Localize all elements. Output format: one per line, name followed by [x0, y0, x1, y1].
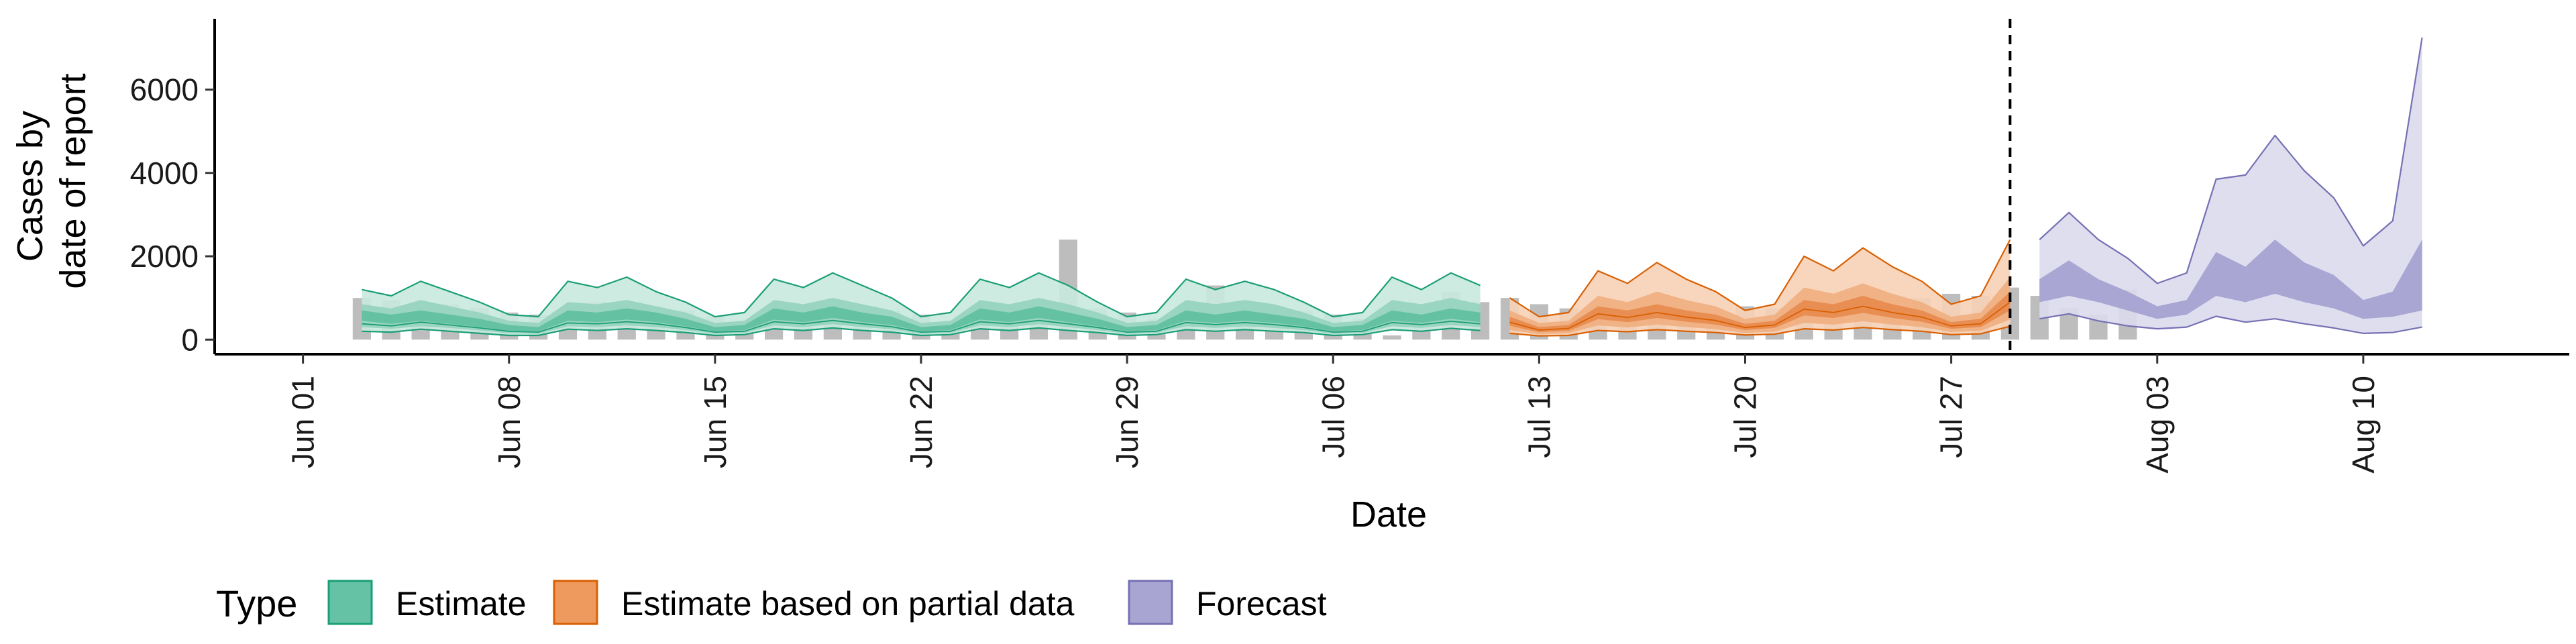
- estimate-mid-interval: [362, 298, 1481, 334]
- legend-label-estimate: Estimate: [396, 585, 527, 623]
- y-axis-title: Cases by date of report: [10, 73, 93, 288]
- legend-title: Type: [216, 582, 297, 625]
- estimate-inner-interval: [362, 306, 1481, 331]
- y-tick-label: 4000: [130, 156, 199, 191]
- y-axis-title-line-1: Cases by: [10, 111, 50, 262]
- legend-label-partial: Estimate based on partial data: [621, 585, 1075, 623]
- x-tick-label: Jul 20: [1728, 376, 1763, 458]
- axes: 0 2000 4000 6000 Jun 01 Jun 08 Jun 15 Jun 22 Jun…: [130, 19, 2569, 474]
- legend-key-forecast: [1128, 580, 1173, 625]
- legend: Type Estimate Estimate based on partial …: [216, 580, 1327, 625]
- plot-area: [352, 19, 2423, 354]
- legend-key-estimate: [327, 580, 373, 625]
- observed-bar: [1383, 335, 1401, 340]
- estimate-lower-edge: [362, 327, 1481, 337]
- x-axis-title: Date: [1350, 494, 1427, 535]
- y-tick-label: 6000: [130, 72, 199, 107]
- x-tick-label: Jun 01: [286, 376, 321, 468]
- partial-upper-edge: [1509, 239, 2011, 318]
- x-tick-label: Jun 15: [698, 376, 733, 468]
- x-tick-label: Aug 10: [2346, 376, 2381, 474]
- estimate-upper-edge: [362, 272, 1481, 318]
- forecast-inner-interval: [2039, 239, 2422, 319]
- x-tick-label: Jul 06: [1316, 376, 1350, 458]
- legend-key-partial: [553, 580, 598, 625]
- x-tick-label: Jun 08: [492, 376, 527, 468]
- y-axis-title-line-2: date of report: [53, 73, 93, 288]
- x-tick-label: Jun 29: [1110, 376, 1144, 468]
- y-tick-label: 0: [181, 322, 199, 357]
- partial-median-line: [1509, 301, 2010, 331]
- legend-label-forecast: Forecast: [1196, 585, 1327, 623]
- x-tick-label: Jun 22: [904, 376, 938, 468]
- y-tick-label: 2000: [130, 239, 199, 274]
- forecast-lower-edge: [2039, 313, 2422, 334]
- estimate-median-line: [362, 319, 1481, 333]
- x-tick-label: Jul 27: [1934, 376, 1969, 458]
- forecast-outer-interval: [2039, 38, 2422, 333]
- partial-inner-interval: [1509, 291, 2010, 333]
- forecast-upper-edge: [2039, 37, 2423, 284]
- x-tick-label: Aug 03: [2140, 376, 2175, 474]
- x-tick-label: Jul 13: [1521, 376, 1556, 458]
- partial-lower-edge: [1509, 325, 2010, 337]
